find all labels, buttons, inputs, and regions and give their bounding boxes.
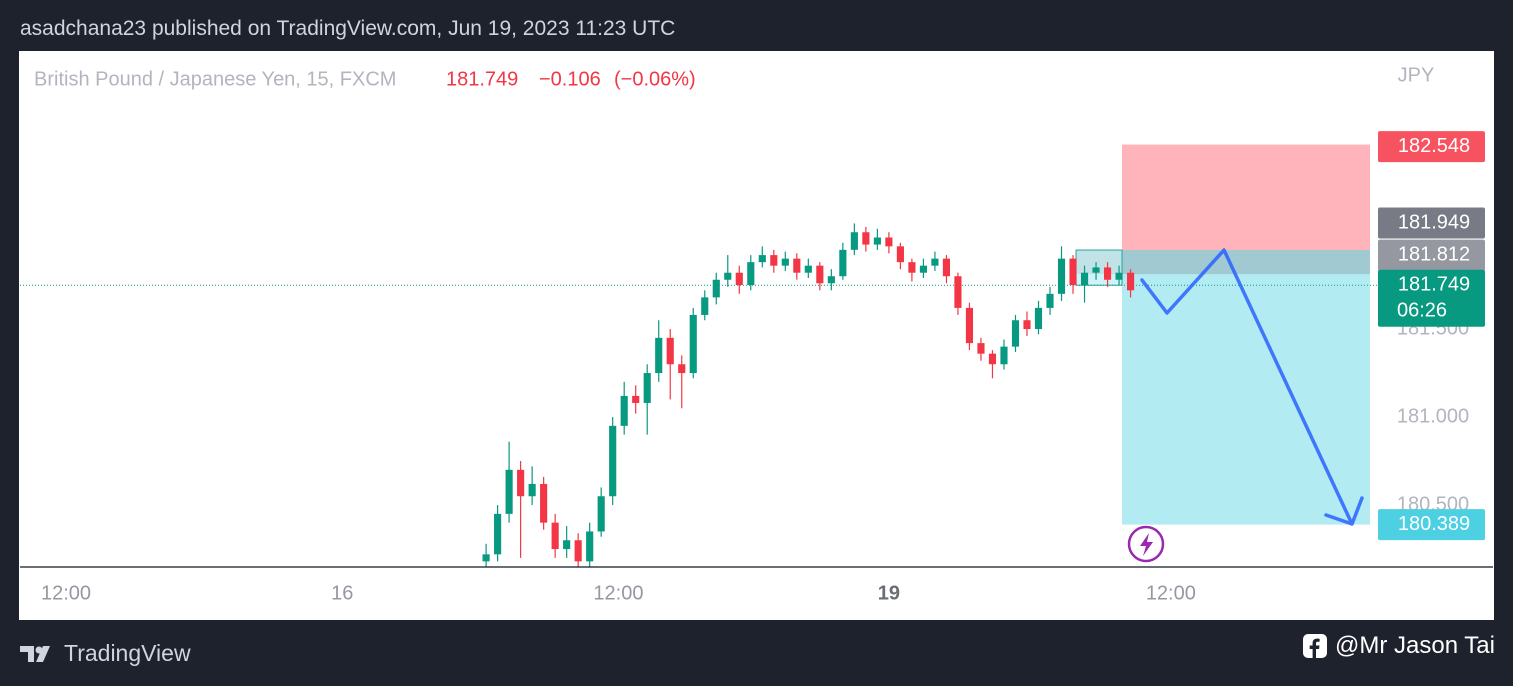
x-tick-label: 19 xyxy=(878,582,900,604)
currency: JPY xyxy=(1398,64,1435,86)
x-tick-label: 16 xyxy=(331,582,353,604)
candle-body xyxy=(597,496,605,532)
price-label-bg xyxy=(1378,509,1485,541)
candle-body xyxy=(655,337,663,374)
candle-body xyxy=(1080,272,1089,286)
candle-body xyxy=(724,272,732,280)
candle-body xyxy=(1046,293,1054,308)
facebook-icon xyxy=(1303,634,1328,658)
plot-area xyxy=(20,144,1378,567)
candle-body xyxy=(666,337,674,365)
candle-body xyxy=(1057,258,1066,294)
price-label-bg xyxy=(1378,207,1485,239)
x-tick-label: 12:00 xyxy=(41,582,91,604)
candle-body xyxy=(1069,258,1077,286)
candle-body xyxy=(482,554,490,562)
candle-body xyxy=(977,343,985,354)
legend-change: −0.106 xyxy=(539,68,601,90)
forecast-arrow xyxy=(1140,248,1364,526)
candle-body xyxy=(965,307,974,344)
candle-body xyxy=(701,297,709,315)
progress-zone xyxy=(1076,250,1370,275)
candle-body xyxy=(942,258,950,277)
price-labels: 182.548 181.949 181.812 181.749 06:26 180.389 xyxy=(1378,131,1485,541)
brand-name: TradingView xyxy=(64,640,191,666)
candle-body xyxy=(494,513,502,555)
brand-logo xyxy=(20,645,50,662)
candle-body xyxy=(804,265,812,273)
candle-body xyxy=(563,540,571,550)
candle-body xyxy=(678,364,686,374)
author-name: @Mr Jason Tai xyxy=(1335,632,1495,659)
candle-body xyxy=(827,276,835,284)
stop-zone xyxy=(1122,144,1370,251)
legend-last: 181.749 xyxy=(446,68,518,90)
candle-body xyxy=(873,237,881,245)
candle-body xyxy=(793,258,801,273)
candle-body xyxy=(816,265,824,284)
candle-body xyxy=(1092,267,1100,273)
x-tick-label: 12:00 xyxy=(593,582,643,604)
candle-body xyxy=(735,272,743,286)
price-label: 180.389 xyxy=(1398,513,1470,535)
candle-body xyxy=(839,249,847,277)
candle-body xyxy=(551,522,559,550)
candle-body xyxy=(1115,272,1123,280)
y-tick-label: 181.000 xyxy=(1397,405,1469,427)
candle-body xyxy=(954,276,962,308)
candle-body xyxy=(919,265,927,273)
event-bolt xyxy=(1140,533,1153,556)
publisher-line: asadchana23 published on TradingView.com… xyxy=(20,17,676,40)
candle-body xyxy=(574,540,582,562)
brand: TradingView xyxy=(20,640,191,667)
candle-body xyxy=(747,262,755,286)
price-label: 181.949 xyxy=(1398,211,1470,233)
candle-body xyxy=(885,237,893,247)
candle-body xyxy=(758,255,766,263)
symbol: British Pound / Japanese Yen, 15, FXCM xyxy=(34,68,396,90)
candle-body xyxy=(689,314,697,374)
candle-body xyxy=(1023,320,1031,330)
author: @Mr Jason Tai xyxy=(1303,632,1495,660)
candle-body xyxy=(1103,267,1112,280)
event-icon[interactable] xyxy=(1127,525,1165,563)
candle-body xyxy=(1011,320,1020,347)
x-tick-label: 12:00 xyxy=(1146,582,1196,604)
countdown: 06:26 xyxy=(1397,299,1447,321)
price-label-bg xyxy=(1378,239,1485,271)
candle-body xyxy=(528,483,536,497)
candle-body xyxy=(988,353,997,365)
candle-body xyxy=(712,279,720,298)
candle-body xyxy=(620,395,628,426)
candle-body xyxy=(609,425,617,497)
price-label: 181.749 xyxy=(1398,273,1470,295)
candle-body xyxy=(850,232,858,250)
candle-body xyxy=(896,246,904,263)
price-label: 182.548 xyxy=(1398,135,1470,157)
candle-body xyxy=(781,258,789,266)
candle-body xyxy=(931,258,939,266)
candle-body xyxy=(770,255,778,266)
candle-body xyxy=(643,373,651,403)
candle-body xyxy=(862,232,870,245)
candle-body xyxy=(586,531,594,562)
candle-body xyxy=(1000,346,1008,365)
price-label-bg xyxy=(1378,131,1485,163)
candle-body xyxy=(1034,307,1043,330)
candle-body xyxy=(1127,272,1135,291)
candle-body xyxy=(908,262,916,273)
price-label: 181.812 xyxy=(1398,243,1470,265)
candle-body xyxy=(505,469,513,514)
price-label-bg xyxy=(1378,269,1485,327)
candle-body xyxy=(540,483,548,523)
legend-change-pct: (−0.06%) xyxy=(614,68,696,90)
candle-body xyxy=(632,395,640,403)
candle-body xyxy=(517,469,525,497)
